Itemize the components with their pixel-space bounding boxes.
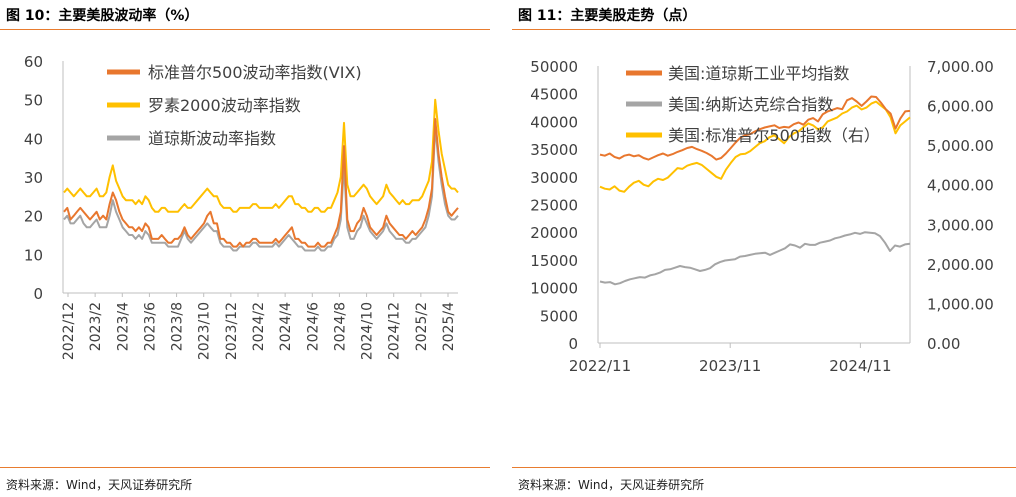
index-y-tick-label-left: 35000	[530, 141, 578, 159]
index-y-tick-label-left: 45000	[530, 86, 578, 104]
index-panel-title: 图 11：主要美股走势（点）	[518, 8, 697, 24]
vol-x-tick-label: 2025/2	[414, 302, 430, 351]
index-title-rule	[512, 29, 1016, 30]
index-y-tick-label-right: 7,000.00	[927, 58, 994, 76]
index-y-tick-label-left: 0	[568, 335, 578, 353]
index-x-tick-label: 2022/11	[569, 357, 631, 375]
index-x-tick-label: 2023/11	[699, 357, 761, 375]
vol-series-line-2	[63, 125, 459, 252]
vol-x-tick-label: 2023/12	[224, 302, 240, 360]
vol-x-tick-label: 2024/8	[332, 302, 348, 351]
vol-y-tick-label: 30	[24, 169, 43, 187]
vol-x-tick-label: 2024/12	[387, 302, 403, 360]
index-source-rule	[512, 467, 1016, 468]
vol-y-tick-label: 0	[33, 285, 43, 303]
index-series-line-1	[599, 231, 911, 286]
index-y-tick-label-left: 30000	[530, 169, 578, 187]
index-legend-label-0: 美国:道琼斯工业平均指数	[668, 64, 849, 83]
index-series-line-0	[599, 95, 911, 161]
vol-x-tick-label: 2023/8	[170, 302, 186, 351]
vol-x-tick-label: 2024/2	[251, 302, 267, 351]
vol-legend-label-0: 标准普尔500波动率指数(VIX)	[148, 63, 362, 82]
vol-chart: 0 10 20 30 40 50 60 2022/12 2023/2 2023/4 2023/6 20…	[24, 53, 459, 360]
index-y-tick-label-left: 15000	[530, 252, 578, 270]
index-y-tick-label-right: 4,000.00	[927, 177, 994, 195]
vol-panel: 图 10：主要美股波动率（%） 0 10 20 30 40 50 60 2022/12 2023…	[0, 0, 490, 497]
vol-y-tick-label: 40	[24, 130, 43, 148]
vol-panel-title: 图 10：主要美股波动率（%）	[6, 8, 199, 24]
index-legend-label-1: 美国:纳斯达克综合指数	[668, 95, 833, 114]
vol-series-line-1	[63, 98, 459, 213]
vol-y-tick-label: 50	[24, 92, 43, 110]
index-y-tick-label-left: 40000	[530, 113, 578, 131]
vol-series-line-0	[63, 118, 459, 248]
vol-x-tick-label: 2024/10	[360, 302, 376, 360]
index-series-line-2	[599, 100, 911, 193]
index-y-tick-label-right: 6,000.00	[927, 98, 994, 116]
index-y-tick-label-left: 25000	[530, 197, 578, 215]
vol-x-tick-label: 2024/4	[278, 302, 294, 351]
index-y-tick-label-right: 5,000.00	[927, 137, 994, 155]
index-y-tick-label-right: 0.00	[927, 335, 960, 353]
vol-legend-label-2: 道琼斯波动率指数	[148, 129, 276, 148]
vol-x-tick-label: 2023/4	[115, 302, 131, 351]
vol-y-tick-label: 60	[24, 53, 43, 71]
vol-x-tick-label: 2023/10	[197, 302, 213, 360]
index-panel: 图 11：主要美股走势（点） 0 5000 10000 15000 20000 25000…	[512, 0, 1016, 497]
vol-title-rule	[0, 29, 490, 30]
vol-x-tick-label: 2024/6	[305, 302, 321, 351]
vol-y-tick-label: 10	[24, 246, 43, 264]
vol-x-tick-label: 2022/12	[61, 302, 77, 360]
vol-source-rule	[0, 467, 490, 468]
index-y-tick-label-right: 3,000.00	[927, 216, 994, 234]
vol-x-tick-label: 2023/2	[88, 302, 104, 351]
index-source-note: 资料来源：Wind，天风证券研究所	[518, 478, 705, 492]
vol-x-tick-label: 2025/4	[441, 302, 457, 351]
index-y-tick-label-left: 5000	[540, 307, 578, 325]
index-legend-label-2: 美国:标准普尔500指数（右）	[668, 126, 880, 145]
vol-y-tick-label: 20	[24, 208, 43, 226]
vol-source-note: 资料来源：Wind，天风证券研究所	[6, 478, 193, 492]
index-y-tick-label-left: 20000	[530, 224, 578, 242]
index-y-tick-label-left: 50000	[530, 58, 578, 76]
index-x-tick-label: 2024/11	[829, 357, 891, 375]
index-y-tick-label-left: 10000	[530, 280, 578, 298]
index-y-tick-label-right: 1,000.00	[927, 295, 994, 313]
index-chart: 0 5000 10000 15000 20000 25000 30000 35000 40000…	[530, 58, 994, 375]
vol-x-tick-label: 2023/6	[142, 302, 158, 351]
vol-legend-label-1: 罗素2000波动率指数	[148, 96, 301, 115]
index-y-tick-label-right: 2,000.00	[927, 256, 994, 274]
